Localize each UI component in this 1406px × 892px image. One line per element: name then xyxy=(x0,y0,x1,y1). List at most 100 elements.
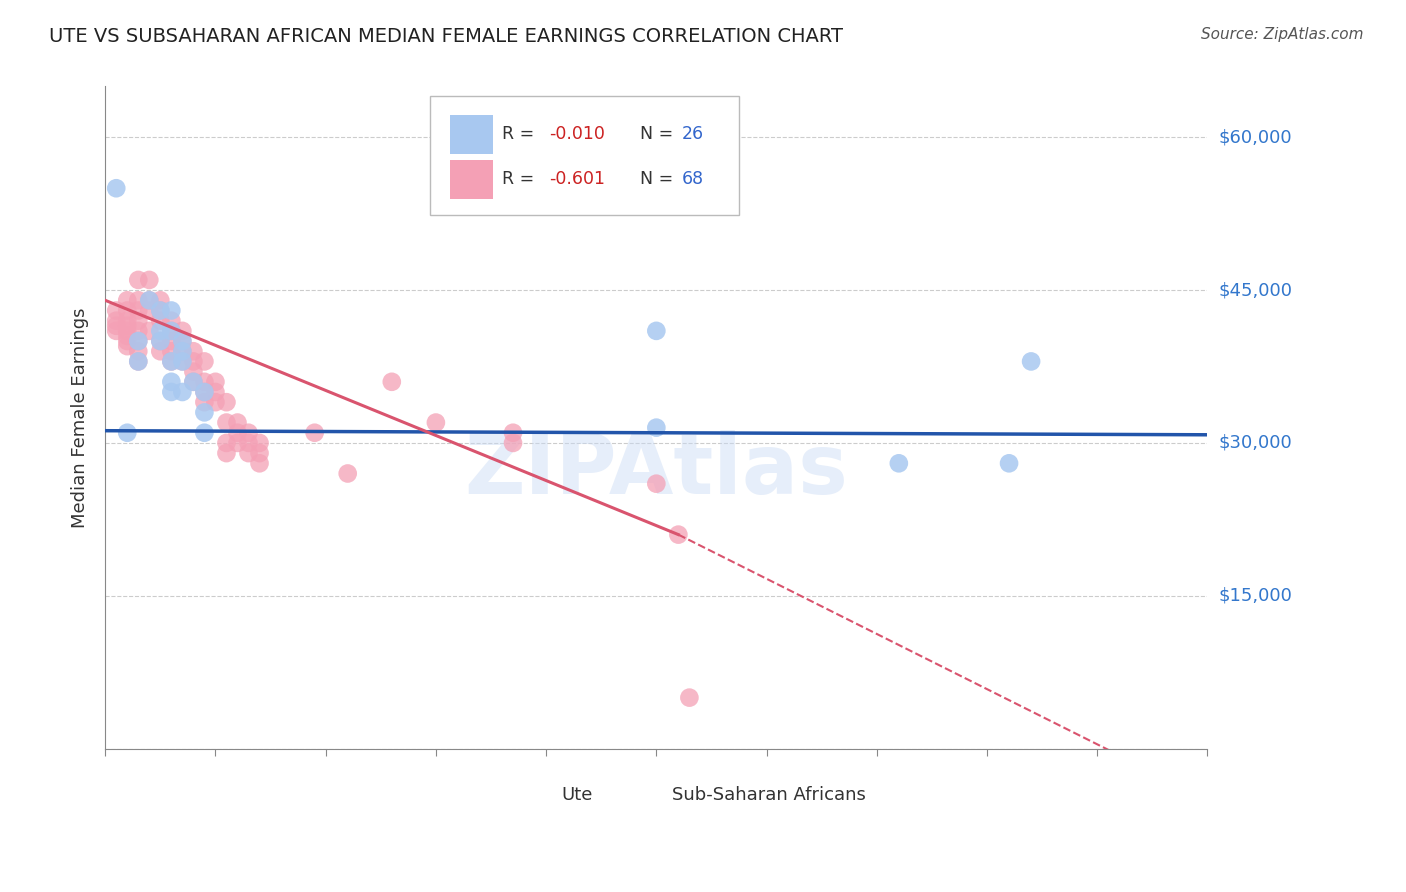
Text: R =: R = xyxy=(502,126,540,144)
Point xyxy=(183,354,205,368)
Text: $45,000: $45,000 xyxy=(1219,281,1292,299)
Point xyxy=(105,181,128,195)
Point xyxy=(105,314,128,328)
Text: UTE VS SUBSAHARAN AFRICAN MEDIAN FEMALE EARNINGS CORRELATION CHART: UTE VS SUBSAHARAN AFRICAN MEDIAN FEMALE … xyxy=(49,27,844,45)
Point xyxy=(183,365,205,379)
Point xyxy=(215,416,238,430)
Text: $60,000: $60,000 xyxy=(1219,128,1292,146)
Point xyxy=(138,324,160,338)
Point xyxy=(149,293,172,308)
Point xyxy=(105,324,128,338)
Point xyxy=(678,690,700,705)
Point xyxy=(226,436,249,450)
Point xyxy=(149,334,172,348)
Text: N =: N = xyxy=(628,126,679,144)
Point xyxy=(193,405,215,419)
Point xyxy=(149,303,172,318)
Point xyxy=(226,416,249,430)
Point xyxy=(172,344,194,359)
Point xyxy=(172,334,194,348)
Point xyxy=(117,324,139,338)
Text: Ute: Ute xyxy=(561,786,593,804)
Point xyxy=(117,329,139,343)
Point xyxy=(381,375,404,389)
Point xyxy=(127,344,149,359)
Point xyxy=(204,384,226,399)
Point xyxy=(204,395,226,409)
Point xyxy=(998,456,1021,470)
Text: R =: R = xyxy=(502,170,540,188)
Point xyxy=(193,384,215,399)
Point xyxy=(127,273,149,287)
Point xyxy=(193,354,215,368)
Point xyxy=(160,314,183,328)
Point xyxy=(304,425,326,440)
Point xyxy=(249,446,271,460)
Point xyxy=(117,334,139,348)
Point xyxy=(117,318,139,333)
Point xyxy=(160,375,183,389)
Point xyxy=(105,303,128,318)
Point xyxy=(666,527,689,541)
Point xyxy=(1019,354,1042,368)
Point xyxy=(193,425,215,440)
Text: 26: 26 xyxy=(682,126,704,144)
Point xyxy=(117,425,139,440)
Point xyxy=(117,303,139,318)
Point xyxy=(160,303,183,318)
Text: Source: ZipAtlas.com: Source: ZipAtlas.com xyxy=(1201,27,1364,42)
Text: 68: 68 xyxy=(682,170,704,188)
Text: $30,000: $30,000 xyxy=(1219,434,1292,452)
Point xyxy=(249,456,271,470)
Point xyxy=(887,456,910,470)
Point xyxy=(183,344,205,359)
Point xyxy=(160,334,183,348)
Point xyxy=(645,476,668,491)
Point xyxy=(238,436,260,450)
Point xyxy=(117,314,139,328)
Point xyxy=(160,384,183,399)
Point xyxy=(105,318,128,333)
FancyBboxPatch shape xyxy=(450,115,494,154)
Point xyxy=(226,425,249,440)
FancyBboxPatch shape xyxy=(430,96,740,216)
Text: ZIPAtlas: ZIPAtlas xyxy=(464,430,848,511)
Point xyxy=(645,324,668,338)
Point xyxy=(149,334,172,348)
FancyBboxPatch shape xyxy=(633,781,661,809)
Point xyxy=(336,467,359,481)
Point xyxy=(204,375,226,389)
Text: -0.010: -0.010 xyxy=(550,126,606,144)
Point xyxy=(160,324,183,338)
Point xyxy=(160,354,183,368)
Point xyxy=(215,395,238,409)
Text: N =: N = xyxy=(628,170,679,188)
Point xyxy=(172,354,194,368)
Point xyxy=(127,334,149,348)
Y-axis label: Median Female Earnings: Median Female Earnings xyxy=(72,307,89,528)
Point xyxy=(249,436,271,450)
FancyBboxPatch shape xyxy=(522,781,551,809)
Point xyxy=(138,273,160,287)
Point xyxy=(645,420,668,434)
Point xyxy=(127,293,149,308)
Point xyxy=(215,446,238,460)
Point xyxy=(193,375,215,389)
Point xyxy=(172,324,194,338)
Point xyxy=(127,324,149,338)
Point xyxy=(193,395,215,409)
Point xyxy=(193,384,215,399)
Point xyxy=(183,375,205,389)
FancyBboxPatch shape xyxy=(450,160,494,199)
Point xyxy=(160,324,183,338)
Point xyxy=(149,314,172,328)
Point xyxy=(117,339,139,353)
Point xyxy=(215,436,238,450)
Point xyxy=(172,354,194,368)
Point xyxy=(149,344,172,359)
Point xyxy=(425,416,447,430)
Text: Sub-Saharan Africans: Sub-Saharan Africans xyxy=(672,786,866,804)
Point xyxy=(172,384,194,399)
Point xyxy=(138,293,160,308)
Point xyxy=(183,375,205,389)
